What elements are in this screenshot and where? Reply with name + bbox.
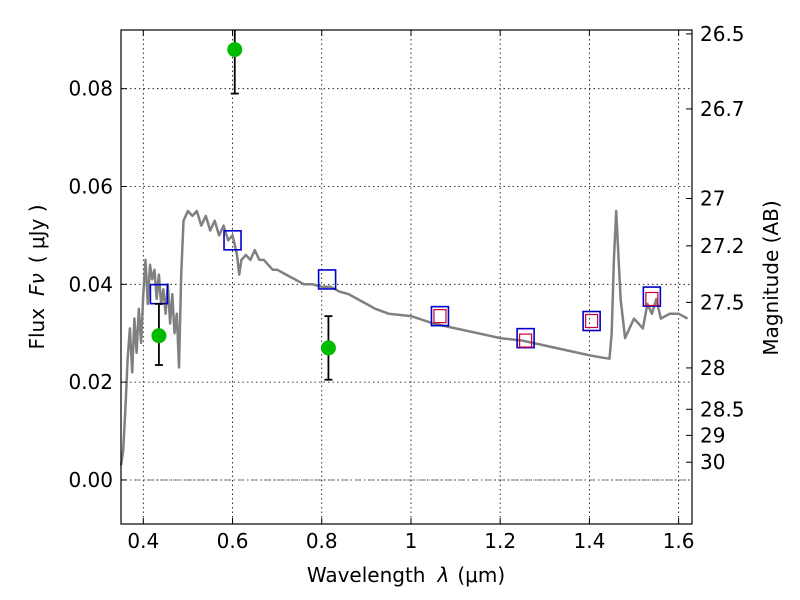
plot-frame [120,29,693,525]
observed-fluxes [151,30,336,381]
mag-tick-label: 27.2 [700,234,745,258]
mag-tick-label: 28.5 [700,397,745,421]
x-axis-label: Wavelength λ (μm) [307,563,505,587]
model-band-inner-square [433,309,447,324]
x-tick-label: 1.4 [573,529,605,553]
grid [121,30,692,524]
mag-tick-label: 29 [700,423,725,447]
model-band-inner-square [519,333,533,348]
magnitude-axis-ticks: 26.5 26.7 27 27.2 27.5 28 28.529 30 [686,22,745,474]
model-band-square [582,310,601,332]
observed-point [151,328,167,344]
y-axis-label: FluxFν( μJy ) [25,204,49,349]
mag-tick-label: 30 [700,450,725,474]
model-band-square [223,230,242,251]
y2-axis-label: Magnitude (AB) [759,200,783,355]
x-tick-label: 1.6 [663,529,695,553]
model-band-fluxes [149,230,662,349]
x-axis-ticks: 0.4 0.6 0.8 1 1.2 1.4 1.6 [127,30,695,553]
model-spectrum-line [119,209,689,466]
y-axis-ticks: 0.00 0.02 0.04 0.06 0.08 [68,77,127,492]
model-band-inner-square [645,291,659,307]
x-tick-label: 0.4 [127,529,159,553]
y-tick-label: 0.02 [68,370,113,394]
x-tick-label: 1 [405,529,418,553]
mag-tick-label: 26.5 [700,22,745,46]
mag-tick-label: 27.5 [700,290,745,314]
x-tick-label: 0.8 [306,529,338,553]
model-band-square [317,269,337,290]
mag-tick-label: 26.7 [700,97,745,121]
x-tick-label: 1.2 [484,529,516,553]
observed-point [227,42,243,58]
model-band-square [430,305,450,327]
observed-point [320,340,336,356]
x-tick-label: 0.6 [217,529,249,553]
y-tick-label: 0.06 [68,175,113,199]
y-tick-label: 0.04 [68,272,113,296]
y-tick-label: 0.00 [68,468,113,492]
mag-tick-label: 28 [700,356,725,380]
model-band-inner-square [585,313,599,329]
model-spectrum [119,209,689,466]
y-tick-label: 0.08 [68,77,113,101]
mag-tick-label: 27 [700,187,725,211]
